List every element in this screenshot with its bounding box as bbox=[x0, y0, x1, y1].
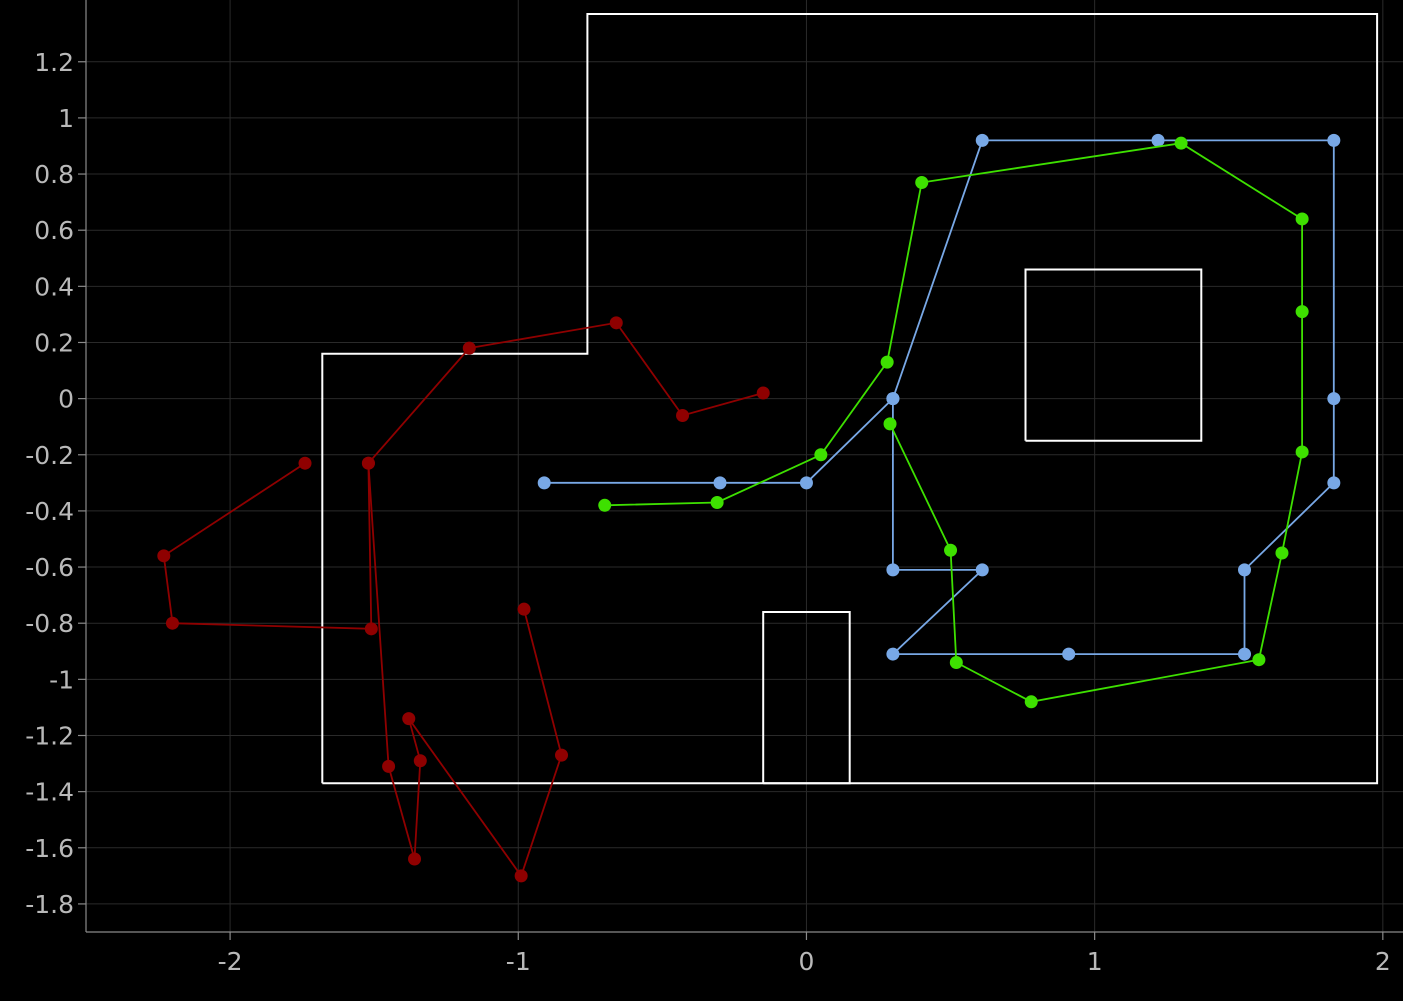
x-tick-label: 0 bbox=[799, 947, 815, 976]
y-tick-label: -0.6 bbox=[25, 553, 74, 582]
series-1 bbox=[361, 456, 569, 883]
series-point bbox=[413, 754, 427, 768]
series-point bbox=[298, 456, 312, 470]
series-point bbox=[1295, 305, 1309, 319]
series-point bbox=[1237, 647, 1251, 661]
series-point bbox=[1024, 695, 1038, 709]
series-point bbox=[710, 495, 724, 509]
map-outline bbox=[321, 13, 1379, 785]
map-obstacle bbox=[762, 611, 851, 785]
series-point bbox=[609, 316, 623, 330]
series-point bbox=[713, 476, 727, 490]
y-tick-label: 0 bbox=[58, 385, 74, 414]
series-line bbox=[604, 142, 1303, 703]
series-point bbox=[598, 498, 612, 512]
axes bbox=[78, 0, 1403, 940]
series-point bbox=[975, 133, 989, 147]
y-tick-label: -1.2 bbox=[25, 721, 74, 750]
series-point bbox=[537, 476, 551, 490]
y-tick-label: 1 bbox=[58, 104, 74, 133]
series-point bbox=[975, 563, 989, 577]
x-tick-label: 2 bbox=[1375, 947, 1391, 976]
map-obstacle bbox=[1024, 268, 1203, 442]
series-point bbox=[364, 622, 378, 636]
series-point bbox=[756, 386, 770, 400]
y-tick-label: -0.2 bbox=[25, 441, 74, 470]
series-point bbox=[1252, 653, 1266, 667]
y-tick-label: -0.8 bbox=[25, 609, 74, 638]
series-point bbox=[555, 748, 569, 762]
series-point bbox=[517, 602, 531, 616]
x-tick-label: -2 bbox=[218, 947, 243, 976]
y-tick-label: -1.6 bbox=[25, 834, 74, 863]
series-point bbox=[165, 616, 179, 630]
series-point bbox=[1062, 647, 1076, 661]
y-tick-label: 0.8 bbox=[34, 160, 74, 189]
series-point bbox=[1275, 546, 1289, 560]
grid bbox=[86, 0, 1403, 932]
series-point bbox=[1174, 136, 1188, 150]
x-tick-label: 1 bbox=[1087, 947, 1103, 976]
series-0 bbox=[157, 316, 770, 636]
series-point bbox=[157, 549, 171, 563]
series-point bbox=[886, 392, 900, 406]
series-point bbox=[799, 476, 813, 490]
series-point bbox=[361, 456, 375, 470]
series-line bbox=[544, 139, 1335, 655]
series-point bbox=[1151, 133, 1165, 147]
y-tick-label: 0.4 bbox=[34, 272, 74, 301]
series-line bbox=[162, 321, 764, 630]
series-point bbox=[883, 417, 897, 431]
series-group bbox=[157, 133, 1341, 883]
y-tick-label: 0.2 bbox=[34, 328, 74, 357]
series-3 bbox=[598, 136, 1309, 709]
series-point bbox=[462, 341, 476, 355]
series-point bbox=[402, 712, 416, 726]
series-line bbox=[367, 463, 563, 878]
series-point bbox=[880, 355, 894, 369]
series-point bbox=[1327, 476, 1341, 490]
series-point bbox=[514, 869, 528, 883]
y-tick-label: 1.2 bbox=[34, 48, 74, 77]
series-point bbox=[1327, 392, 1341, 406]
series-point bbox=[1295, 445, 1309, 459]
series-point bbox=[949, 656, 963, 670]
y-tick-label: 0.6 bbox=[34, 216, 74, 245]
series-point bbox=[886, 563, 900, 577]
series-point bbox=[915, 175, 929, 189]
series-point bbox=[814, 448, 828, 462]
series-point bbox=[1237, 563, 1251, 577]
tick-labels: -2 -1 0 1 2 1.2 1 0.8 0.6 0.4 0.2 0 -0.2 -0.4 -0.6 -0.8… bbox=[25, 48, 1391, 976]
series-point bbox=[1327, 133, 1341, 147]
series-point bbox=[1295, 212, 1309, 226]
series-point bbox=[408, 852, 422, 866]
x-tick-label: -1 bbox=[506, 947, 531, 976]
y-tick-label: -1.4 bbox=[25, 778, 74, 807]
y-tick-label: -1 bbox=[49, 665, 74, 694]
y-tick-label: -1.8 bbox=[25, 890, 74, 919]
series-point bbox=[382, 759, 396, 773]
map-outer-wall bbox=[321, 13, 1379, 785]
y-tick-label: -0.4 bbox=[25, 497, 74, 526]
series-point bbox=[944, 543, 958, 557]
series-2 bbox=[537, 133, 1341, 661]
series-point bbox=[676, 408, 690, 422]
series-point bbox=[886, 647, 900, 661]
